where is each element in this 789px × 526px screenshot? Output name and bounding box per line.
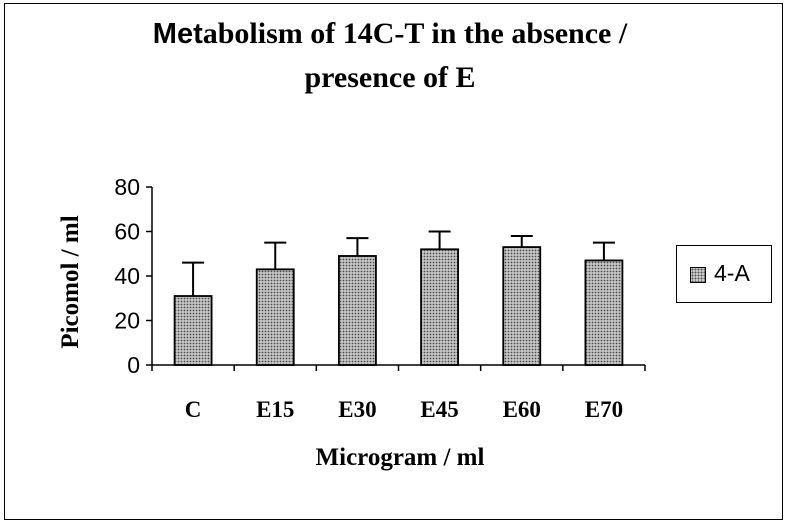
- chart-title-line2: presence of E: [304, 61, 476, 94]
- legend-label: 4-A: [714, 260, 750, 286]
- legend: 4-A: [676, 245, 772, 303]
- x-tick-label: E15: [256, 397, 294, 422]
- y-tick-label: 80: [114, 174, 140, 200]
- y-tick-label: 60: [114, 219, 140, 245]
- chart-title: Metabolism of 14C-T in the absence / pre…: [60, 12, 720, 99]
- bar-e15: [255, 268, 295, 366]
- y-tick-label: 40: [114, 263, 140, 289]
- chart-frame: [4, 3, 783, 520]
- title-prefix: Met: [152, 18, 203, 50]
- bar-e45: [420, 248, 459, 366]
- x-axis-title: Microgram / ml: [316, 444, 485, 471]
- y-tick-label: 0: [127, 352, 140, 378]
- plot-area: 0 20 40 60 80 C E15 E30 E45 E60 E70: [114, 174, 646, 422]
- bar-e60: [502, 246, 542, 366]
- y-tick-label: 20: [114, 308, 140, 334]
- title-rest: abolism of 14C-T in the absence /: [202, 17, 628, 50]
- x-tick-label: E30: [338, 397, 376, 422]
- x-tick-label: C: [185, 397, 202, 422]
- chart-title-line1: Metabolism of 14C-T in the absence /: [60, 12, 720, 56]
- bar-c: [173, 295, 213, 366]
- legend-swatch: [690, 267, 706, 283]
- x-tick-label: E45: [420, 397, 458, 422]
- y-axis-title: Picomol / ml: [57, 215, 84, 348]
- x-tick-label: E70: [585, 397, 623, 422]
- bar-e70: [584, 259, 624, 366]
- bar-e30: [338, 255, 377, 366]
- x-tick-label: E60: [503, 397, 541, 422]
